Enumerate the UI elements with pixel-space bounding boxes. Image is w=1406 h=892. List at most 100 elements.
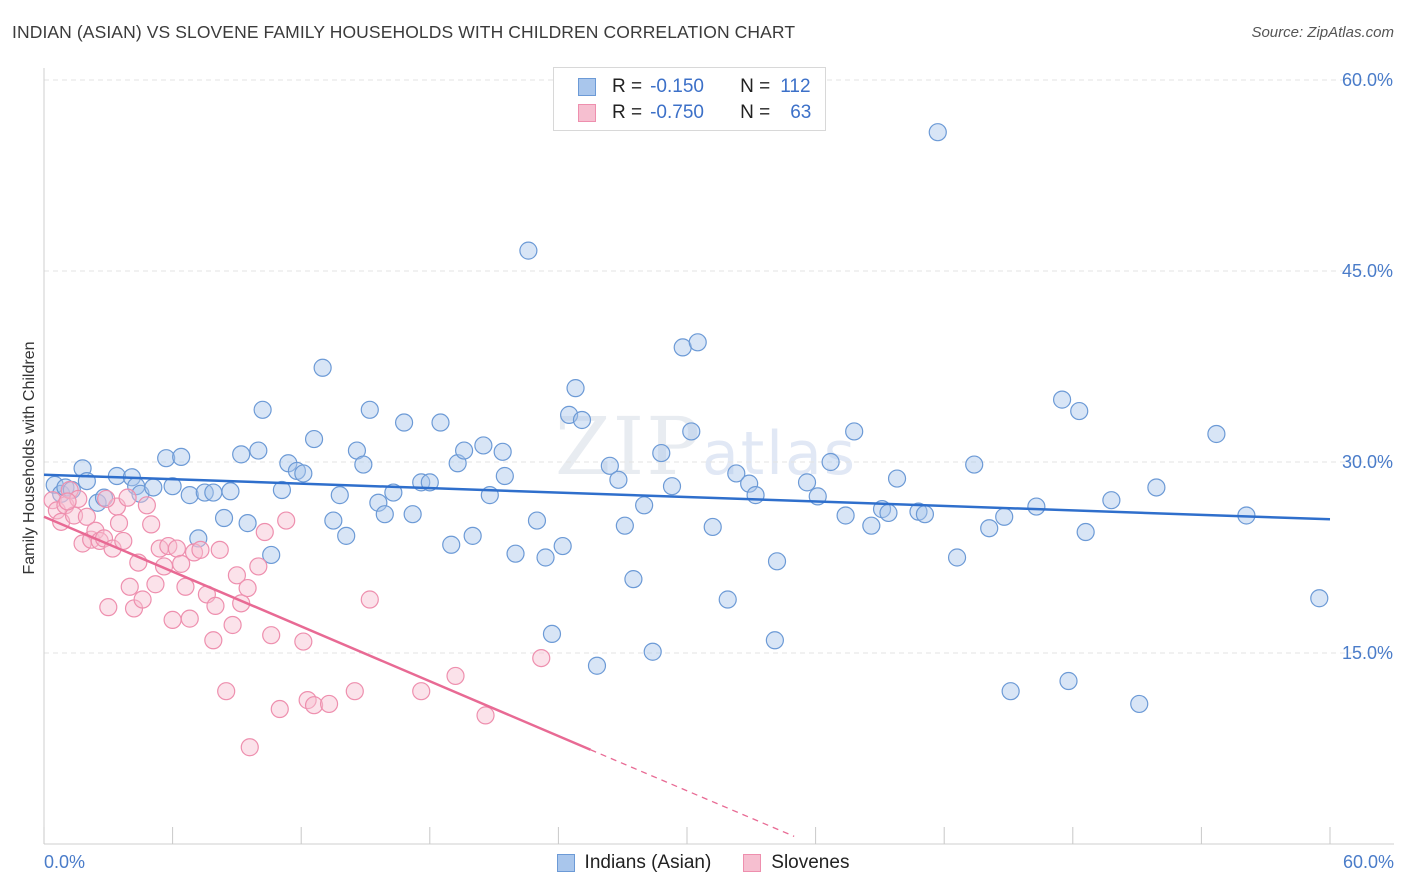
indians-asian-point	[214, 508, 234, 528]
indians-asian-point	[527, 511, 547, 530]
slovenes-point	[172, 554, 191, 573]
slovenes-point	[120, 577, 139, 596]
indians-asian-point	[262, 545, 281, 565]
y-tick-labels: 15.0% 30.0% 45.0% 60.0%	[1342, 70, 1393, 663]
indians-asian-point	[1059, 671, 1078, 691]
legend-r-label: R =	[612, 102, 643, 123]
slovenes-point	[217, 682, 236, 701]
slovenes-point	[137, 496, 156, 515]
indians-asian-point	[947, 548, 967, 567]
indians-asian-point	[144, 478, 163, 497]
indians-asian-point	[249, 441, 268, 460]
indians-asian-point	[337, 526, 356, 545]
indians-asian-point	[463, 526, 482, 545]
slovenes-point	[240, 738, 259, 757]
legend-swatch-pink	[578, 104, 596, 122]
indians-asian-point	[688, 333, 707, 352]
indians-asian-point	[965, 455, 984, 474]
indians-asian-point	[238, 514, 257, 533]
slovenes-point	[191, 540, 210, 559]
indians-asian-point	[862, 516, 881, 535]
indians-asian-point	[915, 505, 935, 524]
indians-asian-point	[746, 486, 765, 505]
slovenes-point	[249, 557, 268, 576]
legend-item-slovenes: Slovenes	[743, 852, 849, 874]
indians-asian-point	[253, 400, 272, 419]
legend-swatch-pink	[743, 854, 762, 872]
legend-n-label: N =	[740, 102, 771, 123]
indians-asian-point	[506, 544, 525, 563]
indians-asian-point	[609, 470, 628, 489]
indians-asian-point	[189, 529, 208, 548]
indians-asian-point	[369, 493, 388, 512]
indians-asian-point	[995, 507, 1014, 526]
indians-asian-point	[542, 624, 562, 644]
indians-asian-point	[420, 473, 439, 492]
slovenes-point	[277, 511, 296, 530]
legend-swatch-blue	[556, 854, 575, 872]
indians-asian-point	[324, 511, 343, 530]
indians-asian-point	[163, 477, 182, 496]
indians-asian-point	[431, 413, 450, 432]
indians-asian-point	[740, 474, 759, 493]
indians-asian-point	[172, 447, 191, 467]
indians-asian-point	[553, 536, 572, 556]
indians-asian-point	[1027, 497, 1046, 516]
indians-asian-point	[1207, 424, 1226, 444]
indians-asian-point	[157, 449, 176, 468]
x-tick-min: 0.0%	[44, 852, 86, 872]
slovenes-point	[294, 632, 313, 651]
indians-asian-point	[836, 506, 855, 525]
indians-asian-point	[375, 505, 394, 524]
indians-asian-point	[682, 422, 701, 441]
y-tick-label-45: 45.0%	[1342, 261, 1393, 281]
legend-r-value: -0.750	[650, 102, 704, 123]
indians-asian-point	[294, 464, 313, 483]
indians-asian-point	[662, 477, 682, 496]
slovenes-point	[99, 598, 118, 617]
y-tick-label-15: 15.0%	[1342, 643, 1393, 663]
indians-asian-point	[643, 642, 662, 661]
indians-asian-point	[600, 456, 619, 475]
slovenes-point	[77, 507, 96, 526]
indians-asian-point	[493, 442, 512, 461]
legend-n-label: N =	[740, 76, 771, 97]
legend-item-indians: Indians (Asian)	[556, 852, 711, 874]
indians-asian-point	[232, 445, 251, 464]
indians-asian-point	[1052, 390, 1072, 409]
indians-asian-point	[703, 517, 722, 537]
indians-asian-point	[272, 480, 292, 500]
slovenes-point	[167, 539, 186, 558]
slovenes-point	[412, 682, 431, 701]
indians-asian-point	[442, 535, 461, 554]
slovenes-point	[180, 609, 199, 628]
indians-asian-point	[1310, 589, 1329, 608]
legend-r-label: R =	[612, 76, 643, 97]
indians-asian-point	[1001, 682, 1020, 701]
indians-asian-point	[474, 436, 493, 455]
slovenes-point	[210, 540, 229, 559]
indians-asian-point	[797, 473, 817, 492]
indians-asian-point	[587, 656, 607, 675]
indians-asian-point	[1147, 478, 1166, 497]
legend-row-slovenes: R = -0.750 N = 63	[554, 101, 811, 125]
chart-title: INDIAN (ASIAN) VS SLOVENE FAMILY HOUSEHO…	[12, 22, 796, 42]
indians-asian-point	[765, 631, 784, 650]
indians-asian-point	[204, 483, 223, 502]
slovenes-point	[476, 706, 495, 725]
indians-asian-point	[354, 455, 373, 474]
slovenes-trend-extension	[590, 749, 795, 837]
indians-asian-point	[635, 496, 654, 515]
indians-asian-point	[624, 570, 643, 589]
axes	[43, 68, 1394, 845]
source-credit: Source: ZipAtlas.com	[1251, 24, 1394, 41]
slovenes-point	[227, 566, 246, 585]
slovenes-point	[255, 522, 274, 542]
indians-asian-point	[980, 519, 999, 538]
indians-asian-point	[652, 443, 671, 463]
indians-asian-point	[180, 486, 199, 505]
y-tick-label-60: 60.0%	[1342, 70, 1393, 90]
indians-asian-point	[615, 516, 634, 535]
slovenes-point	[304, 696, 324, 715]
